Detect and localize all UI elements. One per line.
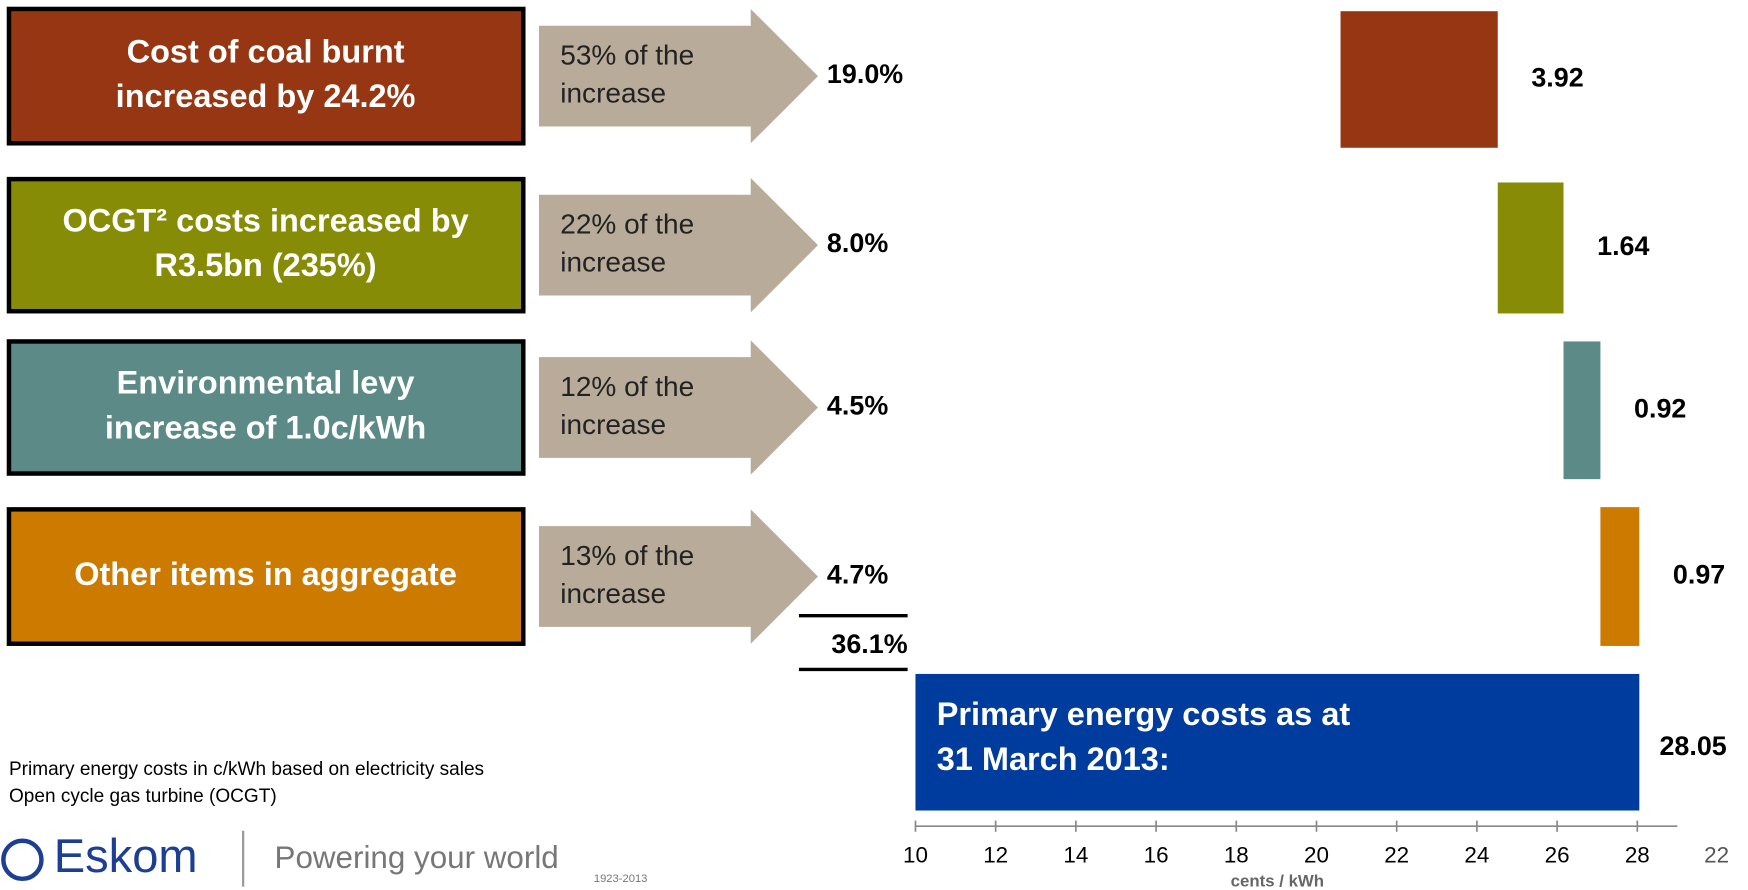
bar — [1600, 507, 1640, 646]
arrow — [538, 178, 818, 313]
x-tick-label: 24 — [1464, 842, 1489, 867]
step-label: Environmental levy — [117, 365, 415, 401]
total-label: 31 March 2013: — [937, 741, 1170, 777]
x-tick-label: 14 — [1063, 842, 1088, 867]
step-box — [6, 6, 526, 146]
total-bar — [915, 673, 1640, 811]
share-text: increase — [560, 578, 666, 609]
logo-icon — [1, 838, 44, 882]
value-label: 1.64 — [1597, 231, 1649, 261]
step-box — [6, 339, 526, 476]
share-text: increase — [560, 409, 666, 440]
bar — [1497, 182, 1564, 314]
share-text: 53% of the — [560, 39, 694, 70]
step-label: Other items in aggregate — [74, 556, 457, 592]
share-text: increase — [560, 247, 666, 278]
value-label: 0.97 — [1673, 560, 1725, 590]
step-label: Cost of coal burnt — [127, 33, 405, 69]
x-tick-label: 18 — [1224, 842, 1249, 867]
x-tick-label: 20 — [1304, 842, 1329, 867]
share-text: 22% of the — [560, 209, 694, 240]
percent-label: 4.7% — [827, 560, 888, 590]
logo-tagline: Powering your world — [275, 840, 559, 875]
arrow — [538, 340, 818, 475]
x-tick-label: 16 — [1144, 842, 1169, 867]
x-tick-label: 28 — [1625, 842, 1650, 867]
step-label: increase of 1.0c/kWh — [105, 409, 426, 445]
logo-brand: Eskom — [54, 829, 198, 882]
arrow — [538, 509, 818, 644]
x-tick-label: 26 — [1545, 842, 1570, 867]
bar — [1340, 11, 1498, 148]
percent-label: 4.5% — [827, 391, 888, 421]
logo-years: 1923-2013 — [594, 873, 648, 885]
x-tick-label: 22 — [1384, 842, 1409, 867]
total-percent: 36.1% — [831, 629, 907, 659]
footnote: Open cycle gas turbine (OCGT) — [9, 786, 277, 807]
step-box — [6, 507, 526, 646]
total-label: Primary energy costs as at — [937, 696, 1351, 732]
x-tick-label: 10 — [903, 842, 928, 867]
bar — [1563, 341, 1601, 480]
percent-label: 8.0% — [827, 228, 888, 258]
step-label: OCGT² costs increased by — [62, 202, 468, 238]
footnote: Primary energy costs in c/kWh based on e… — [9, 759, 484, 780]
arrow — [538, 8, 818, 144]
value-label: 3.92 — [1531, 63, 1583, 93]
x-tick-label: 12 — [983, 842, 1008, 867]
page-number: 22 — [1704, 842, 1729, 867]
share-text: 13% of the — [560, 540, 694, 571]
value-label: 0.92 — [1634, 393, 1686, 423]
x-axis-label: cents / kWh — [1231, 872, 1324, 890]
total-value: 28.05 — [1659, 731, 1726, 761]
step-label: R3.5bn (235%) — [155, 247, 377, 283]
share-text: increase — [560, 78, 666, 109]
logo: Eskom Powering your world 1923-2013 — [1, 829, 648, 887]
step-box — [6, 176, 526, 314]
share-text: 12% of the — [560, 371, 694, 402]
percent-label: 19.0% — [827, 59, 903, 89]
step-label: increased by 24.2% — [116, 78, 416, 114]
